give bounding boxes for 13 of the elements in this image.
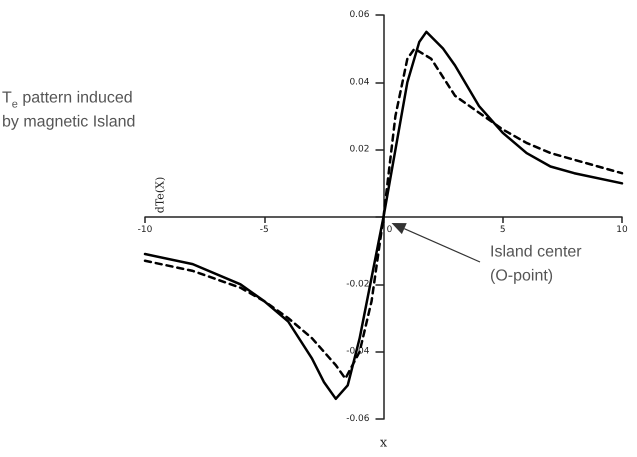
- x-tick-label: 0: [386, 225, 393, 235]
- x-tick-label: 5: [500, 225, 506, 235]
- y-axis-title: dTe(X): [154, 176, 166, 214]
- annotation: Island center (O-point): [490, 244, 586, 284]
- y-tick-label: 0.04: [349, 77, 370, 88]
- y-tick-label: 0.06: [349, 10, 370, 20]
- x-tick-label: -5: [260, 225, 269, 235]
- x-axis-title: x: [380, 436, 388, 450]
- y-tick-label: -0.06: [346, 414, 370, 424]
- x-tick-label: -10: [138, 225, 153, 235]
- y-tick-label: -0.02: [346, 279, 370, 290]
- y-tick-label: 0.02: [349, 144, 370, 155]
- x-tick-label: 10: [616, 225, 628, 235]
